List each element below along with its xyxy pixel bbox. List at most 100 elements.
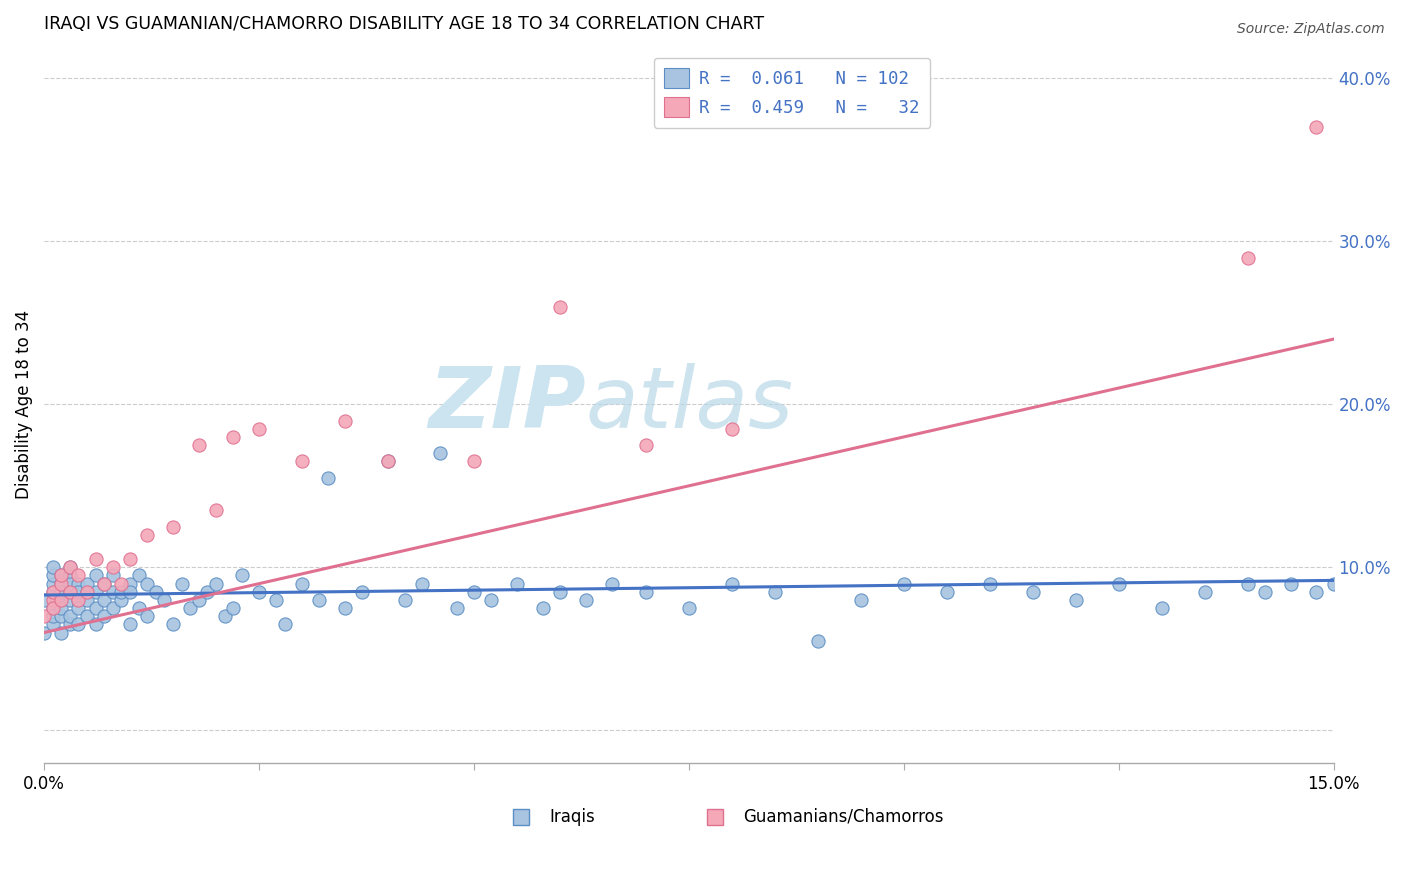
Point bbox=[67, 584, 90, 599]
Point bbox=[333, 601, 356, 615]
Point bbox=[51, 625, 73, 640]
Point bbox=[59, 560, 82, 574]
Point bbox=[1254, 584, 1277, 599]
Point bbox=[1323, 576, 1346, 591]
Point bbox=[231, 568, 253, 582]
Point bbox=[153, 593, 176, 607]
Point bbox=[101, 584, 124, 599]
Point bbox=[59, 576, 82, 591]
Text: atlas: atlas bbox=[586, 363, 794, 446]
Point bbox=[67, 601, 90, 615]
Point bbox=[446, 601, 468, 615]
Point bbox=[463, 584, 485, 599]
Point bbox=[51, 593, 73, 607]
Point bbox=[41, 576, 63, 591]
Point bbox=[93, 609, 115, 624]
Point bbox=[893, 576, 915, 591]
Point bbox=[76, 584, 98, 599]
Point bbox=[41, 568, 63, 582]
Point bbox=[84, 601, 107, 615]
Point bbox=[274, 617, 297, 632]
Point bbox=[187, 593, 209, 607]
Point bbox=[59, 560, 82, 574]
Point bbox=[634, 438, 657, 452]
Point bbox=[110, 593, 132, 607]
Point bbox=[600, 576, 623, 591]
Point bbox=[479, 593, 502, 607]
Point bbox=[101, 560, 124, 574]
Point bbox=[222, 430, 245, 444]
Point bbox=[59, 609, 82, 624]
Point bbox=[849, 593, 872, 607]
Point bbox=[120, 584, 142, 599]
Legend: R =  0.061   N = 102, R =  0.459   N =   32: R = 0.061 N = 102, R = 0.459 N = 32 bbox=[654, 58, 929, 128]
Point bbox=[51, 601, 73, 615]
Point bbox=[162, 519, 184, 533]
Point bbox=[59, 593, 82, 607]
Point bbox=[59, 568, 82, 582]
Point bbox=[214, 609, 236, 624]
Point bbox=[377, 454, 399, 468]
Point bbox=[101, 601, 124, 615]
Point bbox=[162, 617, 184, 632]
Point bbox=[179, 601, 201, 615]
Point bbox=[136, 609, 159, 624]
Point bbox=[678, 601, 700, 615]
Point bbox=[51, 568, 73, 582]
Point bbox=[548, 300, 571, 314]
Point bbox=[67, 617, 90, 632]
Point bbox=[1279, 576, 1302, 591]
Point bbox=[352, 584, 374, 599]
Point bbox=[84, 617, 107, 632]
Point bbox=[84, 568, 107, 582]
Point bbox=[205, 576, 228, 591]
Point bbox=[101, 568, 124, 582]
Point bbox=[264, 593, 287, 607]
Point bbox=[197, 584, 219, 599]
Point bbox=[145, 584, 167, 599]
Point bbox=[128, 568, 150, 582]
Point bbox=[187, 438, 209, 452]
Point bbox=[1340, 584, 1362, 599]
Point bbox=[41, 584, 63, 599]
Point bbox=[531, 601, 554, 615]
Point bbox=[333, 414, 356, 428]
Point bbox=[411, 576, 433, 591]
Point bbox=[120, 552, 142, 566]
Point bbox=[935, 584, 957, 599]
Point bbox=[308, 593, 330, 607]
Point bbox=[291, 454, 314, 468]
Point bbox=[110, 576, 132, 591]
Point bbox=[76, 584, 98, 599]
Text: ZIP: ZIP bbox=[427, 363, 586, 446]
Point bbox=[41, 601, 63, 615]
Point bbox=[51, 576, 73, 591]
Point bbox=[32, 609, 55, 624]
Y-axis label: Disability Age 18 to 34: Disability Age 18 to 34 bbox=[15, 310, 32, 499]
Point bbox=[721, 576, 744, 591]
Point bbox=[136, 576, 159, 591]
Point bbox=[429, 446, 451, 460]
Point bbox=[41, 609, 63, 624]
Point bbox=[1150, 601, 1173, 615]
Point bbox=[32, 593, 55, 607]
Point bbox=[59, 584, 82, 599]
Point bbox=[247, 584, 270, 599]
Point bbox=[634, 584, 657, 599]
Point bbox=[59, 584, 82, 599]
Text: Iraqis: Iraqis bbox=[550, 808, 595, 826]
Point bbox=[67, 576, 90, 591]
Point bbox=[575, 593, 598, 607]
Point bbox=[506, 576, 529, 591]
Point bbox=[247, 422, 270, 436]
Point bbox=[41, 584, 63, 599]
Point bbox=[548, 584, 571, 599]
Point bbox=[51, 609, 73, 624]
Point bbox=[41, 560, 63, 574]
Point bbox=[1064, 593, 1087, 607]
Point bbox=[128, 601, 150, 615]
Point bbox=[110, 584, 132, 599]
Point bbox=[205, 503, 228, 517]
Point bbox=[120, 617, 142, 632]
Point bbox=[67, 593, 90, 607]
